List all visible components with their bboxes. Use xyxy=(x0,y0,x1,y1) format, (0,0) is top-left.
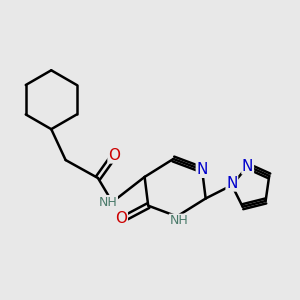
Text: NH: NH xyxy=(99,196,117,208)
Text: N: N xyxy=(226,176,238,191)
Text: O: O xyxy=(115,212,127,226)
Text: N: N xyxy=(242,159,254,174)
Text: NH: NH xyxy=(169,214,188,227)
Text: O: O xyxy=(108,148,120,163)
Text: N: N xyxy=(196,162,208,177)
